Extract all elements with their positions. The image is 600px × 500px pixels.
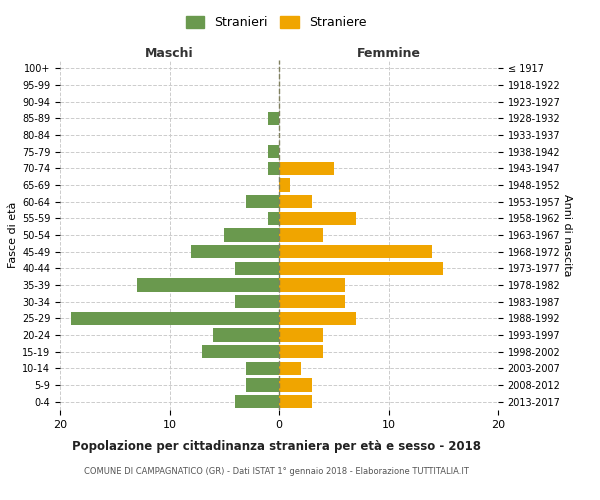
Bar [137, 278, 279, 291]
Bar [279, 245, 433, 258]
Bar [71, 312, 279, 325]
Text: Femmine: Femmine [356, 47, 421, 60]
Bar [279, 178, 290, 192]
Bar [279, 295, 345, 308]
Text: COMUNE DI CAMPAGNATICO (GR) - Dati ISTAT 1° gennaio 2018 - Elaborazione TUTTITAL: COMUNE DI CAMPAGNATICO (GR) - Dati ISTAT… [83, 468, 469, 476]
Y-axis label: Anni di nascita: Anni di nascita [562, 194, 572, 276]
Bar [235, 295, 279, 308]
Bar [279, 162, 334, 175]
Bar [268, 212, 279, 225]
Bar [279, 212, 356, 225]
Text: Popolazione per cittadinanza straniera per età e sesso - 2018: Popolazione per cittadinanza straniera p… [71, 440, 481, 453]
Bar [279, 262, 443, 275]
Legend: Stranieri, Straniere: Stranieri, Straniere [181, 11, 371, 34]
Y-axis label: Fasce di età: Fasce di età [8, 202, 18, 268]
Bar [279, 328, 323, 342]
Bar [268, 162, 279, 175]
Bar [279, 362, 301, 375]
Bar [279, 228, 323, 241]
Bar [246, 378, 279, 392]
Bar [246, 362, 279, 375]
Bar [246, 195, 279, 208]
Bar [235, 262, 279, 275]
Bar [268, 145, 279, 158]
Bar [191, 245, 279, 258]
Bar [224, 228, 279, 241]
Bar [235, 395, 279, 408]
Bar [279, 378, 312, 392]
Bar [279, 278, 345, 291]
Bar [279, 395, 312, 408]
Bar [279, 312, 356, 325]
Bar [268, 112, 279, 125]
Bar [202, 345, 279, 358]
Text: Maschi: Maschi [145, 47, 194, 60]
Bar [279, 195, 312, 208]
Bar [214, 328, 279, 342]
Bar [279, 345, 323, 358]
